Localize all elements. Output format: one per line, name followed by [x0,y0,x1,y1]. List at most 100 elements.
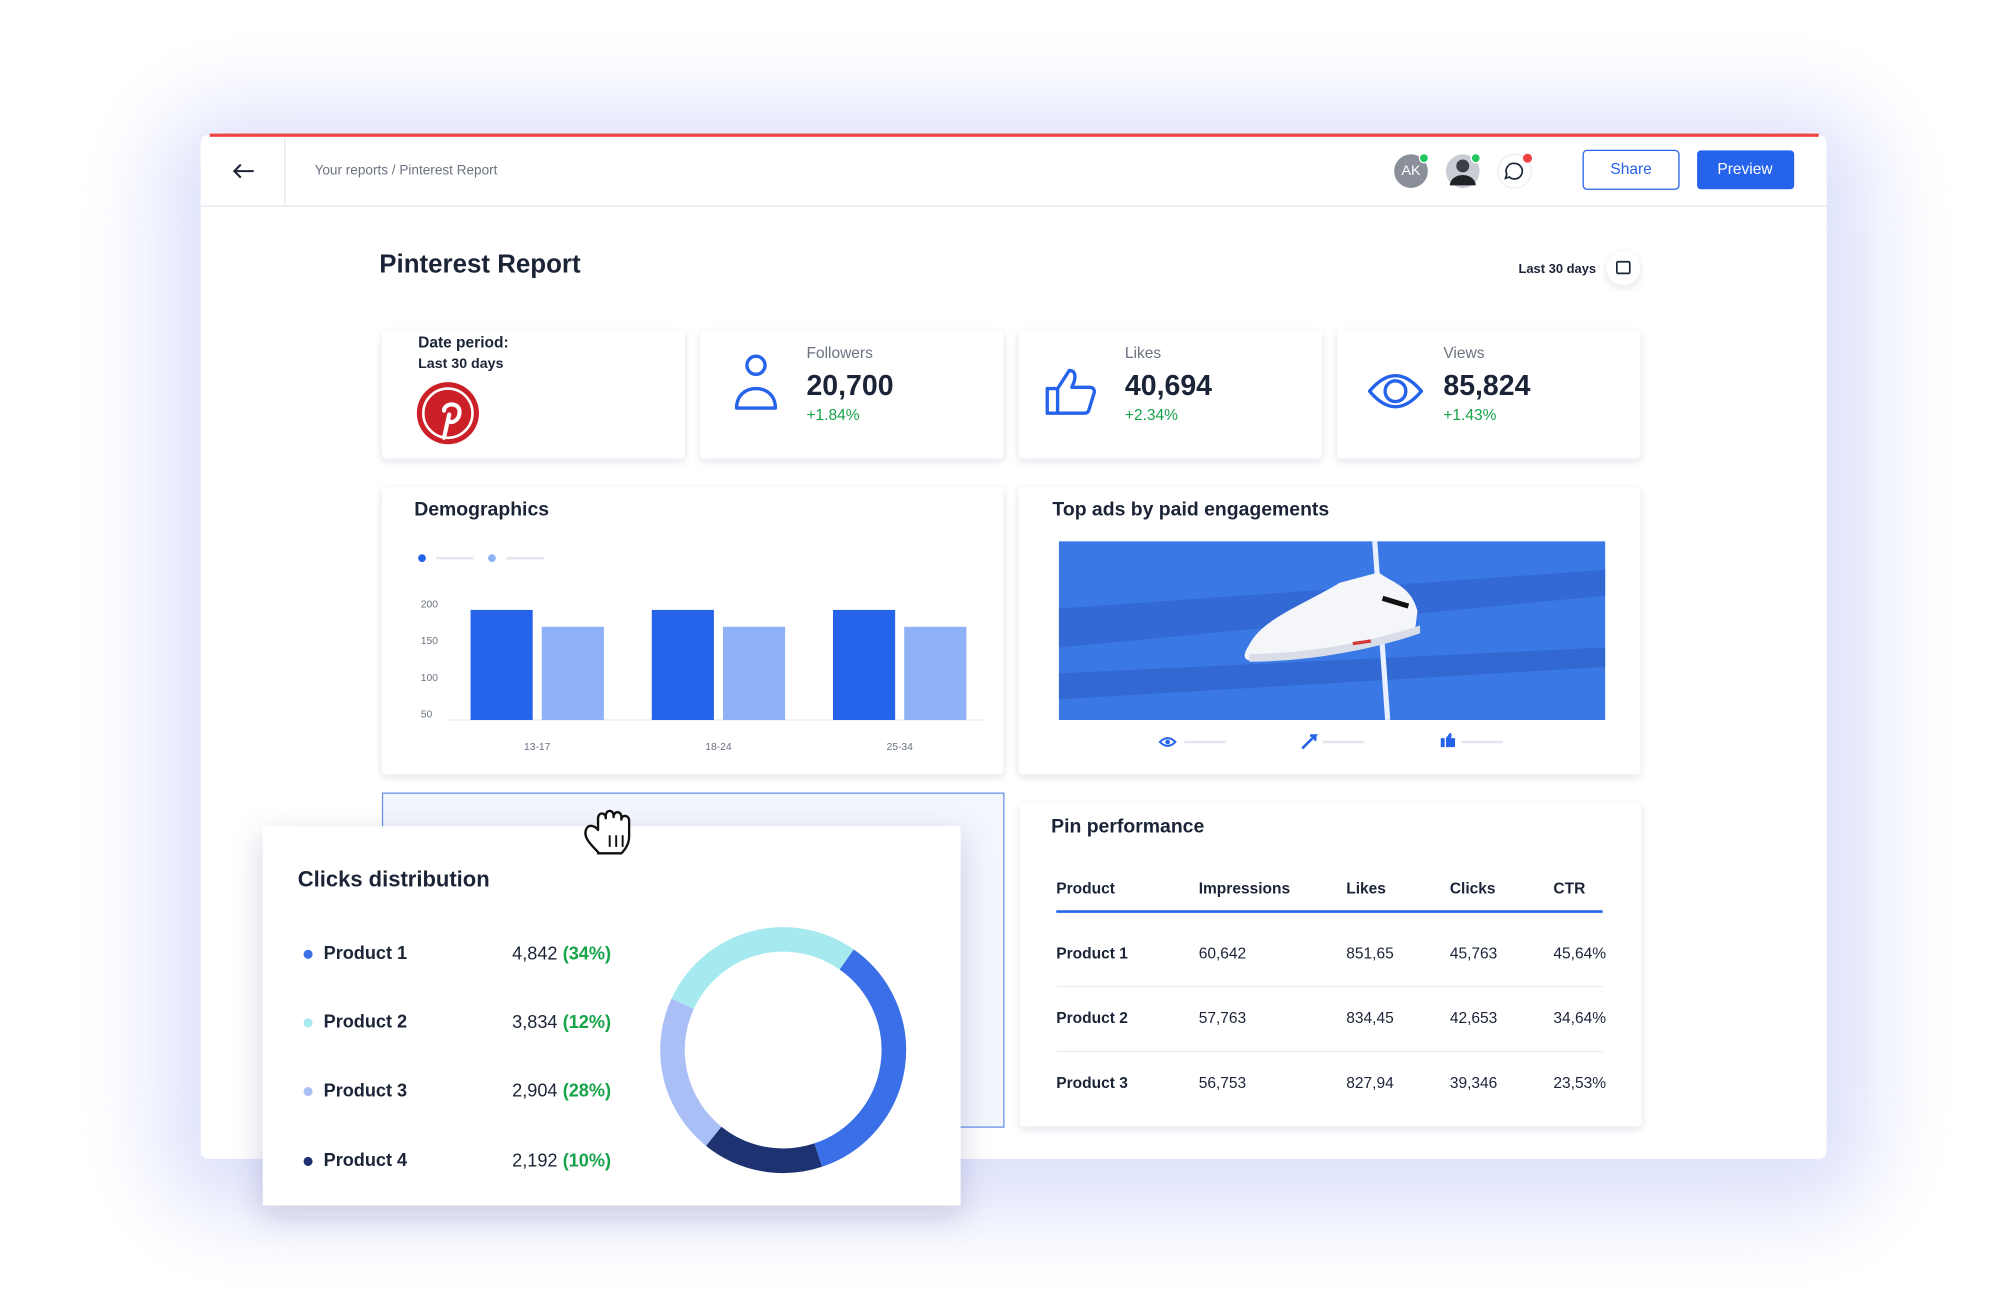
row-label: Product 2 [1056,1010,1128,1027]
pin-performance-title: Pin performance [1051,816,1204,838]
back-button[interactable] [232,163,254,179]
x-tick-label: 18-24 [705,742,732,753]
ad-sole [1249,625,1421,662]
click-count: 3,834 [512,1012,557,1032]
row-label: Product 1 [1056,945,1128,962]
table-cell: 56,753 [1199,1075,1246,1092]
calendar-icon [1615,260,1631,275]
status-dot [1470,153,1481,164]
table-cell: 60,642 [1199,945,1246,962]
views-icon [1165,739,1170,745]
chat-button[interactable] [1497,153,1533,189]
column-header: Impressions [1199,881,1290,898]
click-count: 2,904 [512,1080,557,1100]
click-share: (28%) [563,1080,611,1100]
kpi-value: 20,700 [806,370,893,402]
table-cell: 57,763 [1199,1010,1246,1027]
date-period-value: Last 30 days [418,356,503,372]
kpi-label: Likes [1125,345,1161,362]
kpi-value: 40,694 [1125,370,1212,402]
preview-label: Preview [1717,161,1773,178]
clicks-icon [1301,734,1319,750]
grab-cursor [584,809,631,855]
bar [904,626,967,720]
ad-shoe-detail [1352,639,1372,646]
kpi-card [1018,330,1322,459]
avatar-head [1456,159,1470,173]
legend-marker [303,1086,313,1097]
click-count: 2,192 [512,1150,557,1170]
avatar-ak[interactable] [1394,154,1428,188]
table-cell: 45,64% [1553,945,1606,962]
kpi-change: +1.84% [806,407,859,424]
click-share: (12%) [563,1012,611,1032]
chat-icon [1504,162,1524,180]
grab-cursor-lines [608,835,624,847]
kpi-icon [1045,368,1097,415]
y-tick-label: 150 [421,636,439,647]
kpi-label: Followers [806,345,873,362]
legend-label: Product 4 [324,1150,408,1170]
kpi-change: +1.43% [1443,407,1496,424]
kpi-icon [1367,374,1424,409]
legend-marker [303,1156,313,1166]
bar [833,609,896,720]
row-label: Product 3 [1056,1075,1128,1092]
notification-dot [1522,153,1533,163]
legend-label: Product 2 [324,1012,408,1032]
legend-marker [488,554,496,563]
column-header: Product [1056,881,1115,898]
click-share: (10%) [563,1150,611,1170]
date-period-label: Date period: [418,334,509,351]
date-range[interactable]: Last 30 days [1518,261,1596,276]
bar [651,609,714,720]
donut-segment [660,998,722,1146]
breadcrumb[interactable]: Your reports / Pinterest Report [315,163,498,178]
table-cell: 834,45 [1346,1010,1393,1027]
avatar-initials: AK [1402,163,1421,179]
click-count: 4,842 [512,943,557,963]
chart-title: Demographics [414,498,549,520]
share-label: Share [1610,161,1651,178]
legend-value: 4,842 (34%) [512,943,611,963]
pinterest-logo-p [441,402,462,440]
click-share: (34%) [563,943,611,963]
likes-icon [1440,732,1456,748]
x-tick-label: 25-34 [886,742,913,753]
kpi-label: Views [1443,345,1484,362]
legend-marker [418,554,426,563]
kpi-value: 85,824 [1443,370,1530,402]
share-button[interactable] [1582,149,1680,190]
legend-label: Product 3 [324,1080,408,1100]
column-header: Likes [1346,881,1386,898]
column-header: CTR [1553,881,1585,898]
views-icon [1158,737,1177,747]
ad-shadow [1058,647,1606,700]
status-dot [1418,153,1430,164]
y-tick-label: 50 [421,710,433,721]
y-tick-label: 200 [421,600,439,611]
bar [722,626,786,720]
table-cell: 42,653 [1450,1010,1497,1027]
donut-segment [814,949,907,1167]
table-cell: 45,763 [1450,945,1497,962]
kpi-icon [734,354,778,410]
column-header: Clicks [1450,881,1496,898]
top-ads-title: Top ads by paid engagements [1052,498,1329,520]
table-cell: 23,53% [1553,1075,1606,1092]
avatar-body [1449,175,1476,186]
pinterest-logo-ring [422,387,474,440]
legend-value: 2,192 (10%) [512,1150,611,1170]
table-cell: 34,64% [1553,1010,1606,1027]
table-cell: 39,346 [1450,1075,1497,1092]
calendar-button[interactable] [1606,251,1641,286]
kpi-card [700,330,1004,459]
ad-shoe-detail [1381,595,1410,609]
donut-segment [671,927,854,1010]
bar [541,626,604,720]
donut-segment [706,1126,823,1174]
preview-button[interactable] [1697,150,1795,190]
table-cell: 851,65 [1346,945,1393,962]
table-cell: 827,94 [1346,1075,1394,1092]
